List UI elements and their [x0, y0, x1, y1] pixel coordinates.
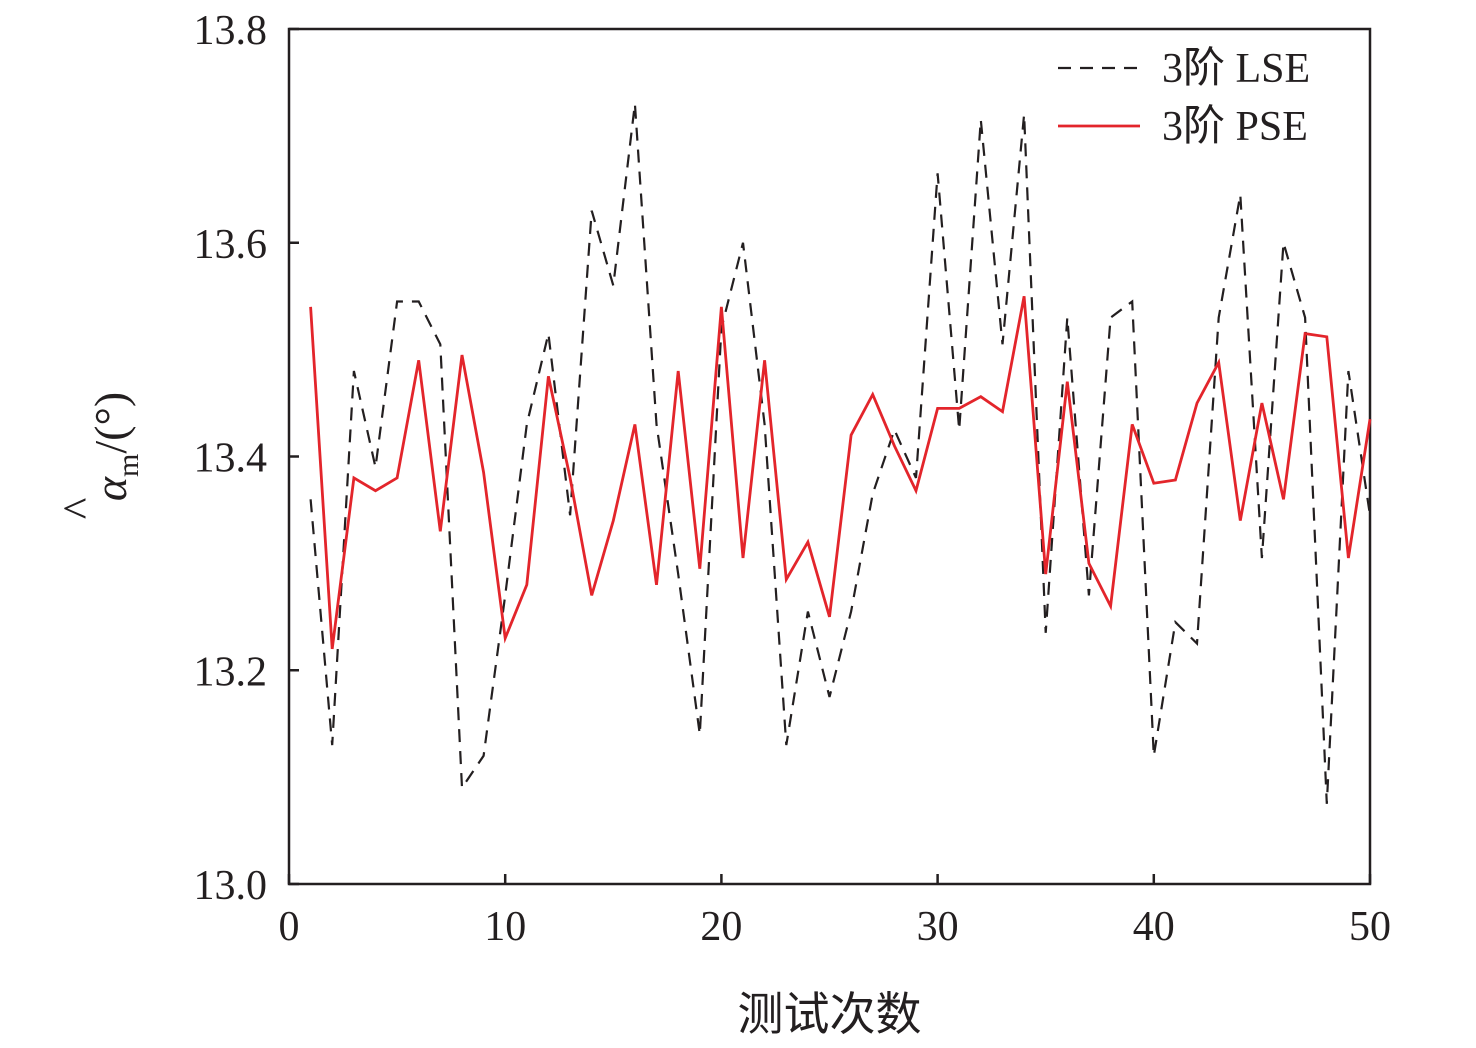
- x-tick-label: 50: [1349, 904, 1391, 950]
- x-tick-label: 10: [484, 904, 526, 950]
- y-tick-label: 13.4: [194, 436, 268, 482]
- y-tick-label: 13.8: [194, 8, 268, 54]
- y-tick-label: 13.6: [194, 222, 268, 268]
- legend: 3阶 LSE 3阶 PSE: [1058, 46, 1310, 150]
- y-tick-label: 13.0: [194, 863, 268, 909]
- y-axis-hat: ^: [53, 498, 104, 520]
- legend-label-pse: 3阶 PSE: [1162, 104, 1308, 150]
- y-tick-label: 13.2: [194, 649, 268, 695]
- y-axis-title: αm/(°) ^: [53, 392, 145, 519]
- x-axis-title: 测试次数: [738, 989, 922, 1040]
- y-axis-unit: /(°): [85, 392, 136, 454]
- y-axis-symbol: α: [85, 476, 136, 501]
- x-tick-label: 20: [700, 904, 742, 950]
- y-axis-subscript: m: [112, 454, 145, 477]
- x-tick-label: 40: [1133, 904, 1175, 950]
- x-tick-label: 0: [279, 904, 300, 950]
- series-line-lse: [309, 103, 1372, 804]
- series-lines: [309, 103, 1372, 804]
- legend-label-lse: 3阶 LSE: [1162, 46, 1310, 92]
- axes: [287, 27, 1372, 886]
- x-tick-label: 30: [917, 904, 959, 950]
- series-line-pse: [309, 295, 1372, 650]
- x-axis-label: 测试次数: [738, 989, 922, 1040]
- ticks: 0 10 20 30 40 50 13.0 13.2 13.4 13.6 13.8: [194, 8, 1392, 950]
- plot-frame: [287, 27, 1372, 886]
- y-axis-label: αm/(°): [85, 392, 145, 501]
